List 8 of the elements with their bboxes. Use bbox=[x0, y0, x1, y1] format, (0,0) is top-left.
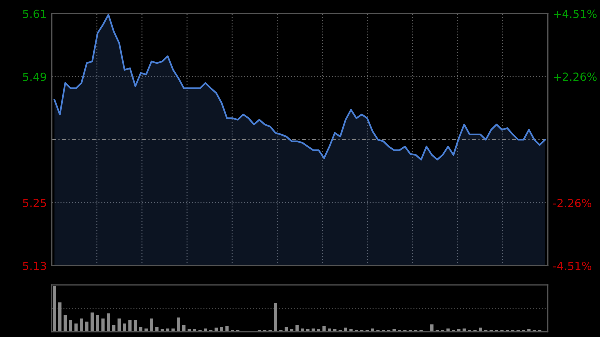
y-tick-label: 5.49 bbox=[23, 72, 46, 82]
y2-tick-label: +4.51% bbox=[554, 10, 597, 18]
y2-tick-label: -4.51% bbox=[553, 262, 592, 270]
y2-tick-label: +2.26% bbox=[554, 72, 597, 82]
y-tick-label: 5.61 bbox=[23, 10, 46, 18]
y-tick-label: 5.25 bbox=[23, 198, 46, 208]
y2-tick-label: -2.26% bbox=[553, 199, 592, 208]
y-tick-label: 5.13 bbox=[23, 262, 46, 270]
